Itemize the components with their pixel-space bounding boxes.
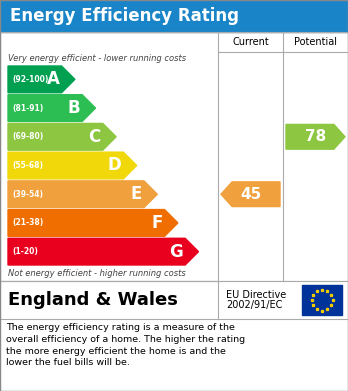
Bar xyxy=(0,0,348,32)
Text: EU Directive: EU Directive xyxy=(226,290,286,300)
Polygon shape xyxy=(286,124,345,149)
Text: Energy Efficiency Rating: Energy Efficiency Rating xyxy=(10,7,239,25)
Text: D: D xyxy=(108,156,121,174)
Text: (39-54): (39-54) xyxy=(12,190,43,199)
Text: (55-68): (55-68) xyxy=(12,161,43,170)
Text: G: G xyxy=(169,243,183,261)
Polygon shape xyxy=(8,66,75,93)
Text: Not energy efficient - higher running costs: Not energy efficient - higher running co… xyxy=(8,269,186,278)
Text: England & Wales: England & Wales xyxy=(8,291,178,309)
Bar xyxy=(0,281,348,319)
Polygon shape xyxy=(8,124,116,150)
Polygon shape xyxy=(221,182,280,206)
Text: 78: 78 xyxy=(305,129,326,144)
Text: (69-80): (69-80) xyxy=(12,132,43,141)
Text: (81-91): (81-91) xyxy=(12,104,43,113)
Text: Current: Current xyxy=(232,37,269,47)
Polygon shape xyxy=(8,210,178,236)
Text: E: E xyxy=(130,185,142,203)
Text: 2002/91/EC: 2002/91/EC xyxy=(226,300,282,310)
Text: (92-100): (92-100) xyxy=(12,75,48,84)
Text: Potential: Potential xyxy=(294,37,337,47)
Text: (1-20): (1-20) xyxy=(12,247,38,256)
Text: 45: 45 xyxy=(240,187,261,202)
Polygon shape xyxy=(8,152,137,179)
Text: A: A xyxy=(47,70,60,88)
Text: (21-38): (21-38) xyxy=(12,219,43,228)
Bar xyxy=(302,285,342,315)
Polygon shape xyxy=(8,95,95,122)
Text: C: C xyxy=(88,128,101,146)
Polygon shape xyxy=(8,238,198,265)
Text: B: B xyxy=(68,99,80,117)
Polygon shape xyxy=(8,181,157,208)
Text: F: F xyxy=(151,214,163,232)
Text: The energy efficiency rating is a measure of the
overall efficiency of a home. T: The energy efficiency rating is a measur… xyxy=(6,323,245,368)
Bar xyxy=(0,32,348,281)
Text: Very energy efficient - lower running costs: Very energy efficient - lower running co… xyxy=(8,54,186,63)
